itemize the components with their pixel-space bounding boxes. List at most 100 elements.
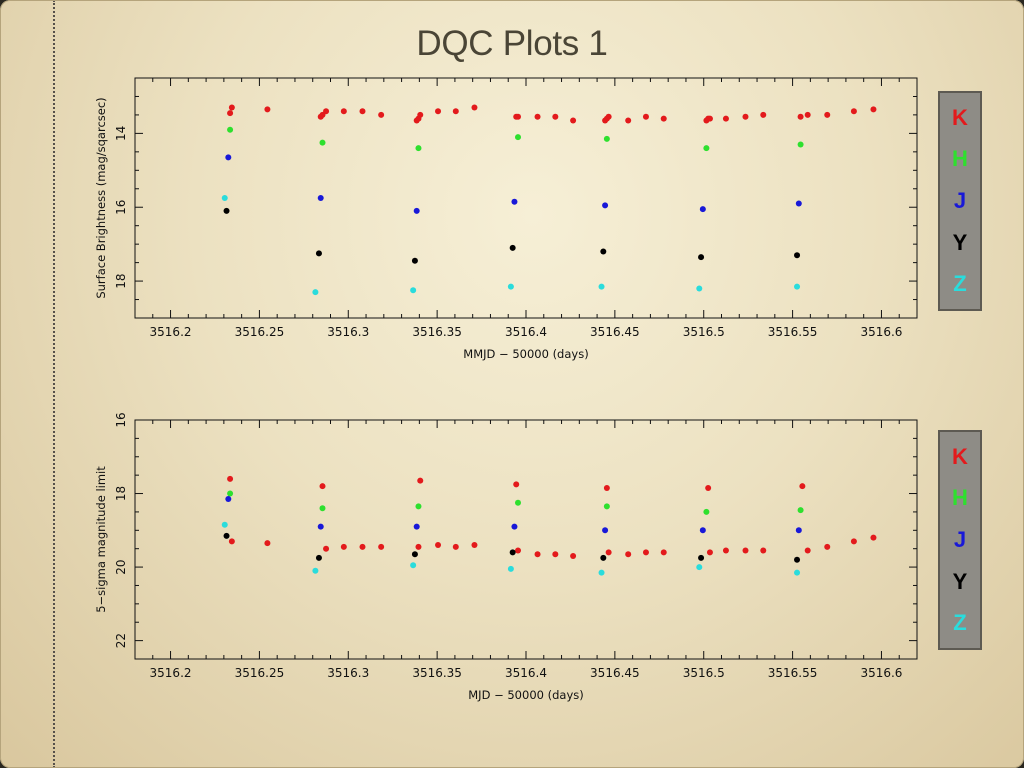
slide-title: DQC Plots 1 — [416, 24, 608, 63]
data-point-Z — [221, 195, 228, 201]
data-point-K — [605, 549, 612, 556]
data-point-Y — [315, 250, 322, 257]
data-point-K — [264, 106, 271, 113]
data-point-Z — [312, 289, 319, 296]
data-point-K — [228, 104, 235, 111]
data-point-K — [417, 477, 424, 484]
data-point-H — [515, 499, 522, 506]
data-point-K — [340, 543, 347, 550]
series-Y-points — [223, 532, 801, 563]
y-tick-label: 16 — [114, 200, 128, 215]
data-point-J — [225, 154, 232, 161]
data-point-Z — [598, 283, 605, 290]
data-point-K — [471, 104, 478, 111]
data-point-J — [699, 206, 706, 213]
data-point-Y — [509, 244, 516, 251]
data-point-Z — [794, 569, 801, 576]
data-point-K — [824, 543, 831, 550]
data-point-J — [317, 523, 324, 530]
data-point-K — [705, 485, 712, 492]
data-point-K — [870, 534, 877, 541]
dotted-margin-line — [53, 0, 55, 768]
y-tick-label: 22 — [114, 633, 128, 648]
x-tick-label: 3516.45 — [590, 325, 640, 339]
data-point-K — [340, 108, 347, 115]
data-point-Z — [696, 285, 703, 292]
data-point-H — [797, 507, 804, 514]
data-point-K — [850, 538, 857, 545]
x-tick-label: 3516.5 — [683, 325, 725, 339]
data-point-K — [228, 538, 235, 545]
data-point-Z — [312, 567, 319, 574]
data-point-K — [323, 108, 330, 115]
data-point-K — [552, 113, 559, 120]
x-tick-label: 3516.55 — [768, 325, 818, 339]
y-axis-label: 5−sigma magnitude limit — [94, 466, 108, 613]
data-point-H — [319, 139, 326, 146]
legend-entry-K: K — [952, 443, 968, 469]
data-point-Y — [223, 207, 230, 214]
y-tick-label: 16 — [114, 412, 128, 427]
data-point-Y — [411, 257, 418, 264]
data-point-K — [534, 551, 541, 558]
data-point-Y — [698, 254, 705, 261]
data-point-J — [795, 527, 802, 534]
data-point-K — [605, 113, 612, 120]
data-point-K — [797, 113, 804, 120]
series-Y-points — [223, 207, 801, 264]
legend-entry-Z: Z — [953, 271, 967, 297]
legend-entry-J: J — [953, 526, 967, 552]
series-H-points — [227, 126, 804, 152]
data-point-K — [625, 551, 632, 558]
y-tick-label: 20 — [114, 559, 128, 574]
data-point-K — [722, 115, 729, 122]
data-point-K — [570, 553, 577, 560]
data-point-H — [797, 141, 804, 148]
data-point-J — [795, 200, 802, 207]
data-point-K — [660, 549, 667, 556]
data-point-Y — [509, 549, 516, 556]
data-point-K — [415, 543, 422, 550]
series-H-points — [227, 490, 804, 515]
x-tick-label: 3516.25 — [235, 666, 285, 680]
y-axis-label: Surface Brightness (mag/sqarcsec) — [94, 97, 108, 298]
data-point-K — [435, 108, 442, 115]
legend-entry-J: J — [953, 187, 967, 213]
data-point-K — [850, 108, 857, 115]
x-tick-label: 3516.3 — [327, 666, 369, 680]
x-tick-label: 3516.45 — [590, 666, 640, 680]
series-J-points — [225, 496, 802, 534]
data-point-Z — [794, 283, 801, 290]
x-tick-label: 3516.2 — [150, 325, 192, 339]
data-point-Y — [223, 532, 230, 539]
data-point-J — [511, 523, 518, 530]
legend-entry-H: H — [952, 146, 968, 172]
data-point-Y — [794, 556, 801, 563]
data-point-Y — [411, 551, 418, 558]
series-Z-points — [221, 195, 801, 296]
data-point-K — [642, 549, 649, 556]
data-point-K — [452, 543, 459, 550]
data-point-K — [227, 475, 234, 482]
data-point-Y — [315, 554, 322, 561]
x-tick-label: 3516.35 — [412, 325, 462, 339]
x-tick-label: 3516.35 — [412, 666, 462, 680]
legend-entry-Y: Y — [952, 568, 968, 594]
data-point-K — [804, 547, 811, 554]
data-point-J — [413, 523, 420, 530]
data-point-Z — [696, 564, 703, 571]
legend-entry-K: K — [952, 104, 968, 130]
data-point-J — [602, 202, 609, 209]
data-point-K — [227, 110, 234, 117]
data-point-H — [319, 505, 326, 512]
data-point-K — [742, 113, 749, 120]
plot-frame — [134, 419, 918, 660]
data-point-J — [413, 207, 420, 214]
data-point-K — [570, 117, 577, 124]
data-point-J — [602, 527, 609, 534]
x-tick-label: 3516.5 — [683, 666, 725, 680]
data-point-K — [722, 547, 729, 554]
